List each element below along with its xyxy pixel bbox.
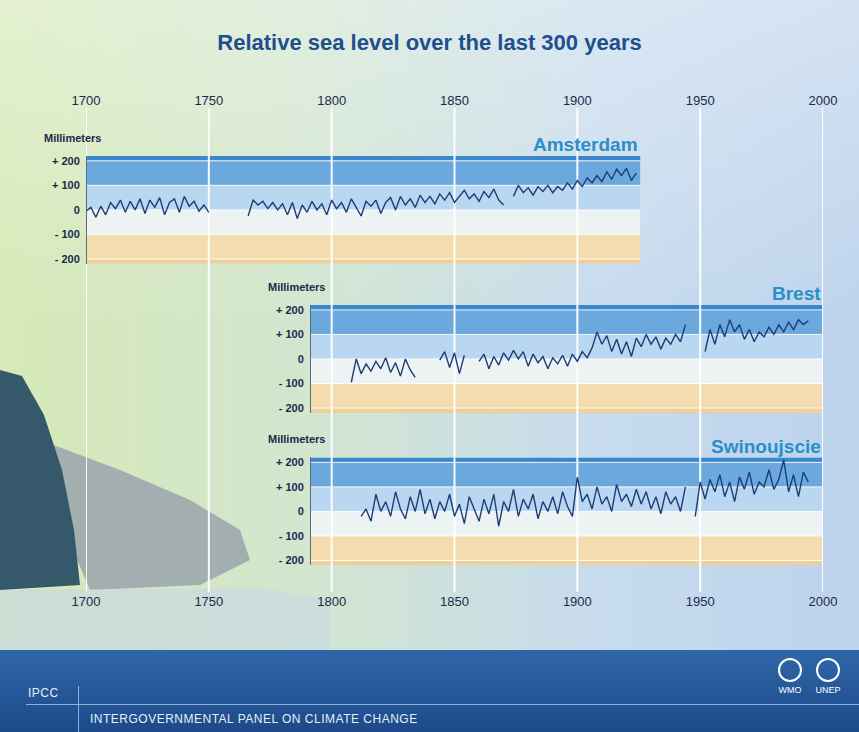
svg-text:- 100: - 100 — [55, 228, 80, 240]
svg-text:1700: 1700 — [72, 594, 101, 609]
svg-text:+ 100: + 100 — [276, 328, 304, 340]
html-text:INTERGOVERNMENTAL PANEL ON CLI: INTERGOVERNMENTAL PANEL ON CLIMATE CHANG… — [90, 712, 418, 726]
svg-text:0: 0 — [298, 353, 304, 365]
html-text:UNEP: UNEP — [815, 685, 841, 695]
html-text:WMO: WMO — [778, 685, 802, 695]
svg-text:- 100: - 100 — [279, 377, 304, 389]
svg-text:+ 100: + 100 — [276, 481, 304, 493]
svg-text:Relative sea level over the la: Relative sea level over the last 300 yea… — [217, 30, 641, 55]
svg-text:+ 200: + 200 — [276, 456, 304, 468]
svg-text:Millimeters: Millimeters — [268, 433, 325, 445]
svg-text:1900: 1900 — [563, 594, 592, 609]
svg-text:- 100: - 100 — [279, 530, 304, 542]
svg-text:0: 0 — [74, 204, 80, 216]
svg-text:+ 200: + 200 — [276, 304, 304, 316]
svg-text:- 200: - 200 — [55, 253, 80, 265]
svg-text:1850: 1850 — [440, 594, 469, 609]
svg-text:Millimeters: Millimeters — [268, 281, 325, 293]
svg-text:Millimeters: Millimeters — [44, 132, 101, 144]
svg-text:0: 0 — [298, 505, 304, 517]
svg-text:2000: 2000 — [809, 93, 838, 108]
svg-text:1750: 1750 — [194, 93, 223, 108]
svg-text:1800: 1800 — [317, 594, 346, 609]
svg-text:1700: 1700 — [72, 93, 101, 108]
svg-text:2000: 2000 — [809, 594, 838, 609]
svg-text:+ 200: + 200 — [52, 155, 80, 167]
svg-text:+ 100: + 100 — [52, 179, 80, 191]
svg-text:1750: 1750 — [194, 594, 223, 609]
svg-text:1850: 1850 — [440, 93, 469, 108]
svg-text:- 200: - 200 — [279, 402, 304, 414]
svg-text:- 200: - 200 — [279, 554, 304, 566]
svg-text:1900: 1900 — [563, 93, 592, 108]
svg-text:Swinoujscie: Swinoujscie — [711, 436, 821, 457]
html-text:IPCC: IPCC — [28, 686, 59, 700]
svg-text:Brest: Brest — [772, 283, 821, 304]
svg-text:1800: 1800 — [317, 93, 346, 108]
svg-text:1950: 1950 — [686, 594, 715, 609]
svg-text:Amsterdam: Amsterdam — [533, 134, 638, 155]
svg-text:1950: 1950 — [686, 93, 715, 108]
